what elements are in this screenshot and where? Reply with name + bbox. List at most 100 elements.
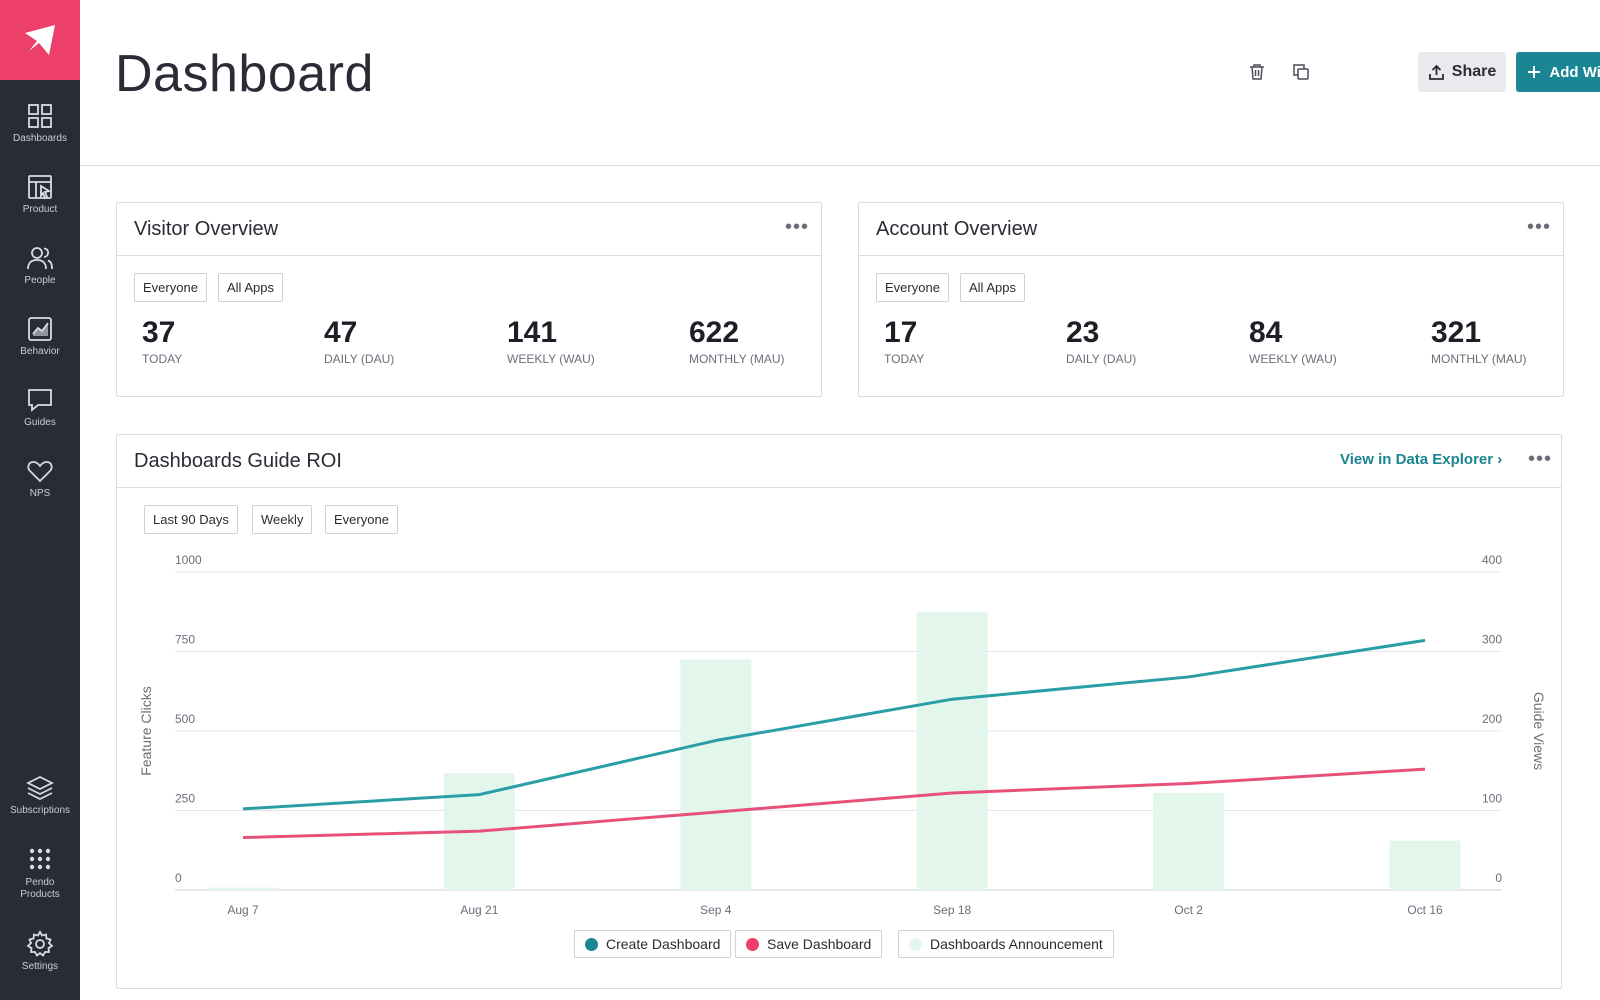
add-widget-label: Add Widget <box>1549 63 1600 81</box>
filter-chip[interactable]: Everyone <box>134 273 207 302</box>
card-header: Dashboards Guide ROI View in Data Explor… <box>117 435 1561 488</box>
bar-dashboards-announcement <box>916 611 988 890</box>
metric-label: WEEKLY (WAU) <box>1249 352 1337 366</box>
sidebar-item-label: Settings <box>21 961 59 972</box>
y-tick-label: 250 <box>175 792 195 806</box>
y2-axis-title: Guide Views <box>1531 692 1547 770</box>
y-axis-title: Feature Clicks <box>138 686 154 775</box>
metric-label: TODAY <box>884 352 925 366</box>
legend-label: Create Dashboard <box>606 936 721 952</box>
y-tick-label: 1000 <box>175 553 202 567</box>
metric-value: 23 <box>1066 316 1100 349</box>
visitor-overview-card: Visitor Overview ••• Everyone All Apps 3… <box>116 202 822 397</box>
metric-value: 321 <box>1431 316 1482 349</box>
sidebar-item-guides[interactable]: Guides <box>0 386 80 429</box>
legend-swatch <box>746 937 759 951</box>
card-header: Account Overview ••• <box>859 203 1563 256</box>
sidebar-item-subscriptions[interactable]: Subscriptions <box>0 774 80 817</box>
x-tick-label: Sep 4 <box>700 903 732 917</box>
y2-tick-label: 0 <box>1495 871 1502 885</box>
share-label: Share <box>1451 63 1497 80</box>
legend-label: Save Dashboard <box>767 936 872 952</box>
people-icon <box>27 247 53 270</box>
filter-chip[interactable]: All Apps <box>218 273 283 302</box>
sidebar-item-pendo-products[interactable]: Pendo Products <box>0 846 80 901</box>
sidebar-item-label: Pendo Products <box>20 877 60 900</box>
add-widget-button[interactable]: Add Widget <box>1516 52 1600 92</box>
card-title: Dashboards Guide ROI <box>134 450 342 472</box>
metric-wau: 141 WEEKLY (WAU) <box>507 316 595 366</box>
filter-chip[interactable]: Last 90 Days <box>144 505 238 534</box>
y-tick-label: 750 <box>175 633 195 647</box>
metric-label: TODAY <box>142 352 183 366</box>
pendo-logo[interactable] <box>0 0 80 80</box>
x-tick-label: Aug 7 <box>227 903 259 917</box>
sidebar-item-settings[interactable]: Settings <box>0 930 80 973</box>
bar-dashboards-announcement <box>207 887 279 890</box>
filter-chip[interactable]: Weekly <box>252 505 313 534</box>
sidebar-item-label: Behavior <box>20 346 60 357</box>
x-tick-label: Sep 18 <box>933 903 971 917</box>
sidebar-item-behavior[interactable]: Behavior <box>0 315 80 358</box>
card-title: Visitor Overview <box>134 218 279 240</box>
grid-icon <box>28 104 52 128</box>
sidebar-item-nps[interactable]: NPS <box>0 457 80 500</box>
metric-dau: 23 DAILY (DAU) <box>1066 316 1136 366</box>
duplicate-button[interactable] <box>1287 58 1315 86</box>
card-title: Account Overview <box>876 218 1038 240</box>
trash-icon <box>1250 64 1264 80</box>
y-tick-label: 500 <box>175 712 195 726</box>
metric-label: DAILY (DAU) <box>1066 352 1137 366</box>
metric-value: 622 <box>689 316 740 349</box>
metric-label: MONTHLY (MAU) <box>1431 352 1527 366</box>
legend-label: Dashboards Announcement <box>930 936 1103 952</box>
layers-icon <box>26 775 54 801</box>
legend-item-save-dashboard[interactable]: Save Dashboard <box>735 930 883 958</box>
sidebar-item-dashboards[interactable]: Dashboards <box>0 102 80 145</box>
sidebar-item-label: Product <box>22 204 58 215</box>
legend-item-create-dashboard[interactable]: Create Dashboard <box>574 930 732 958</box>
share-button[interactable]: Share <box>1418 52 1506 92</box>
heart-icon <box>27 461 53 483</box>
sidebar-item-product[interactable]: Product <box>0 173 80 216</box>
x-tick-label: Oct 16 <box>1407 903 1443 917</box>
upload-icon <box>1428 64 1444 80</box>
page-header: Dashboard Share Add Widget <box>80 0 1600 166</box>
metric-value: 47 <box>324 316 358 349</box>
gear-icon <box>26 930 54 957</box>
guide-roi-chart: 0 250 500 750 1000 0 100 200 300 400 Aug 7 Aug 21 Se… <box>138 553 1547 917</box>
line-create-dashboard <box>242 638 1426 811</box>
guides-icon <box>28 389 52 412</box>
legend-item-dashboards-announcement[interactable]: Dashboards Announcement <box>898 930 1114 958</box>
dots-grid-icon <box>29 848 51 870</box>
metric-today: 17 TODAY <box>884 316 924 366</box>
filter-chip[interactable]: Everyone <box>325 505 398 534</box>
metric-dau: 47 DAILY (DAU) <box>324 316 394 366</box>
copy-icon <box>1293 64 1309 80</box>
metric-value: 37 <box>142 316 176 349</box>
y-tick-label: 0 <box>175 871 182 885</box>
filter-chip[interactable]: Everyone <box>876 273 949 302</box>
more-options-icon[interactable]: ••• <box>785 216 810 238</box>
more-options-icon[interactable]: ••• <box>1527 216 1552 238</box>
metric-label: WEEKLY (WAU) <box>507 352 595 366</box>
metric-mau: 321 MONTHLY (MAU) <box>1431 316 1527 366</box>
delete-button[interactable] <box>1243 58 1271 86</box>
view-in-data-explorer-link[interactable]: View in Data Explorer › <box>1340 451 1503 468</box>
filter-chip[interactable]: All Apps <box>960 273 1025 302</box>
metric-value: 141 <box>507 316 558 349</box>
account-overview-card: Account Overview ••• Everyone All Apps 1… <box>858 202 1564 397</box>
pendo-logo-icon <box>25 25 55 55</box>
y2-tick-label: 100 <box>1482 792 1502 806</box>
legend-swatch <box>585 937 598 951</box>
y2-tick-label: 400 <box>1482 553 1502 567</box>
product-icon <box>28 175 52 200</box>
sidebar-item-people[interactable]: People <box>0 244 80 287</box>
guide-roi-card: Dashboards Guide ROI View in Data Explor… <box>116 434 1562 989</box>
page-title: Dashboard <box>115 45 374 103</box>
sidebar-item-label: NPS <box>29 488 51 499</box>
y2-tick-label: 200 <box>1482 712 1502 726</box>
sidebar-item-label: Dashboards <box>13 133 67 144</box>
metric-value: 84 <box>1249 316 1283 349</box>
more-options-icon[interactable]: ••• <box>1528 448 1553 470</box>
